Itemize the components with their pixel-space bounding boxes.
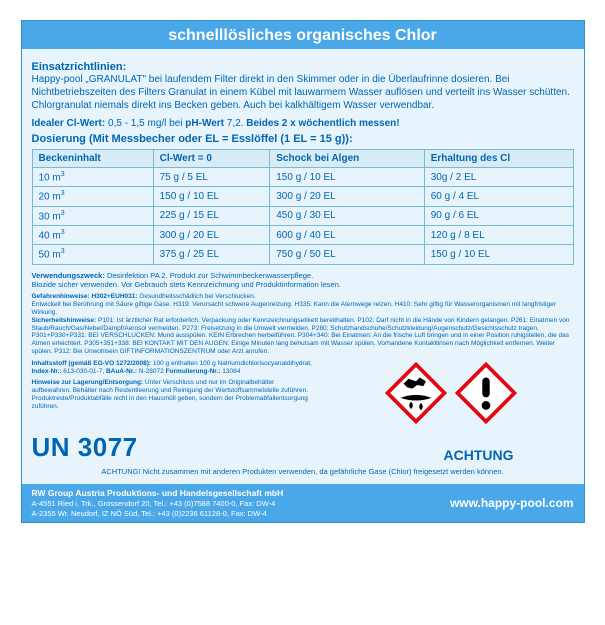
footer: RW Group Austria Produktions- und Handel… [22, 484, 584, 523]
achtung-label: ACHTUNG [444, 447, 574, 463]
table-cell: 150 g / 10 EL [270, 168, 424, 187]
un-row: UN 3077 ACHTUNG [32, 432, 574, 463]
company-name: RW Group Austria Produktions- und Handel… [32, 488, 284, 499]
table-cell: 225 g / 15 EL [153, 206, 270, 225]
table-cell: 10 m3 [32, 168, 153, 187]
table-cell: 40 m3 [32, 225, 153, 244]
ideal-pre: Idealer Cl-Wert: [32, 118, 106, 129]
ideal-post: Beides 2 x wöchentlich messen! [246, 118, 399, 129]
hazard-block: Gefahrenhinweise: H302+EUH031: Gesundhei… [32, 293, 574, 355]
einsatz-header: Einsatzrichtlinien: [32, 61, 574, 73]
table-header: Cl-Wert = 0 [153, 150, 270, 168]
table-cell: 375 g / 25 EL [153, 245, 270, 264]
table-cell: 750 g / 50 EL [270, 245, 424, 264]
table-cell: 20 m3 [32, 187, 153, 206]
table-cell: 450 g / 30 EL [270, 206, 424, 225]
dosage-table: BeckeninhaltCl-Wert = 0Schock bei AlgenE… [32, 149, 574, 265]
index: 613-030-01-7, [61, 368, 104, 375]
ghs-environment-icon [385, 362, 447, 424]
gefahr: Gesundheitsschädlich bei Verschlucken. [138, 293, 256, 300]
table-cell: 60 g / 4 EL [424, 187, 573, 206]
table-cell: 300 g / 20 EL [153, 225, 270, 244]
form-b: Formulierung-Nr.: [166, 368, 221, 375]
zweck-b: Verwendungszweck: [32, 271, 105, 280]
usage-block: Verwendungszweck: Desinfektion PA 2. Pro… [32, 271, 574, 290]
form: 13084 [220, 368, 240, 375]
baua-b: BAuA-Nr.: [106, 368, 137, 375]
company-addr1: A-4551 Ried i. Trk., Grossendorf 20, Tel… [32, 499, 284, 509]
ideal-ph: pH-Wert [185, 118, 224, 129]
table-header: Beckeninhalt [32, 150, 153, 168]
baua: N-28072 [137, 368, 164, 375]
einsatz-text: Happy-pool „GRANULAT" bei laufendem Filt… [32, 73, 574, 112]
left-col: Inhaltsstoff (gemäß EG-VO 1272/2008): 10… [32, 360, 314, 426]
un-number: UN 3077 [32, 432, 138, 463]
table-row: 30 m3225 g / 15 EL450 g / 30 EL90 g / 6 … [32, 206, 573, 225]
bottom-row: Inhaltsstoff (gemäß EG-VO 1272/2008): 10… [32, 360, 574, 426]
table-row: 20 m3150 g / 10 EL300 g / 20 EL60 g / 4 … [32, 187, 573, 206]
sicher-b: Sicherheitshinweise: [32, 317, 97, 324]
zweck: Desinfektion PA 2. Produkt zur Schwimmbe… [105, 271, 313, 280]
gefahr-b: Gefahrenhinweise: H302+EUH031: [32, 293, 138, 300]
table-cell: 30g / 2 EL [424, 168, 573, 187]
inhalt-block: Inhaltsstoff (gemäß EG-VO 1272/2008): 10… [32, 360, 314, 376]
table-header: Schock bei Algen [270, 150, 424, 168]
ideal-line: Idealer Cl-Wert: 0,5 - 1,5 mg/l bei pH-W… [32, 118, 574, 129]
dosierung-header: Dosierung (Mit Messbecher oder EL = Essl… [32, 133, 574, 145]
biozide: Biozide sicher verwenden. Vor Gebrauch s… [32, 280, 341, 289]
table-cell: 30 m3 [32, 206, 153, 225]
website-url: www.happy-pool.com [450, 496, 574, 510]
table-row: 40 m3300 g / 20 EL600 g / 40 EL120 g / 8… [32, 225, 573, 244]
warning-line: ACHTUNG! Nicht zusammen mit anderen Prod… [32, 467, 574, 476]
table-cell: 50 m3 [32, 245, 153, 264]
table-row: 50 m3375 g / 25 EL750 g / 50 EL150 g / 1… [32, 245, 573, 264]
title: schnelllösliches organisches Chlor [22, 21, 584, 49]
product-label: schnelllösliches organisches Chlor Einsa… [21, 20, 585, 523]
table-cell: 150 g / 10 EL [153, 187, 270, 206]
right-col [321, 360, 581, 426]
company-addr2: A-2355 Wr. Neudorf, IZ NÖ Süd, Tel.: +43… [32, 509, 284, 519]
table-cell: 300 g / 20 EL [270, 187, 424, 206]
sicher: P101: Ist ärztlicher Rat erforderlich, V… [32, 317, 570, 355]
lager-b: Hinweise zur Lagerung/Entsorgung: [32, 379, 144, 386]
table-row: 10 m375 g / 5 EL150 g / 10 EL30g / 2 EL [32, 168, 573, 187]
index-b: Index-Nr.: [32, 368, 62, 375]
ideal-phv: 7,2. [227, 118, 244, 129]
table-cell: 150 g / 10 EL [424, 245, 573, 264]
inhalt: 100 g enthalten 100 g Natriumdichlorisoc… [151, 360, 312, 367]
gefahr2: Entwickelt bei Berührung mit Säure gifti… [32, 301, 556, 316]
company-info: RW Group Austria Produktions- und Handel… [32, 488, 284, 519]
table-cell: 120 g / 8 EL [424, 225, 573, 244]
content-area: Einsatzrichtlinien: Happy-pool „GRANULAT… [22, 49, 584, 484]
table-header: Erhaltung des Cl [424, 150, 573, 168]
ghs-pictograms [321, 362, 581, 424]
inhalt-b: Inhaltsstoff (gemäß EG-VO 1272/2008): [32, 360, 152, 367]
ghs-exclamation-icon [455, 362, 517, 424]
table-cell: 600 g / 40 EL [270, 225, 424, 244]
table-cell: 75 g / 5 EL [153, 168, 270, 187]
table-cell: 90 g / 6 EL [424, 206, 573, 225]
lager-block: Hinweise zur Lagerung/Entsorgung: Unter … [32, 379, 314, 410]
ideal-val: 0,5 - 1,5 mg/l bei [108, 118, 182, 129]
